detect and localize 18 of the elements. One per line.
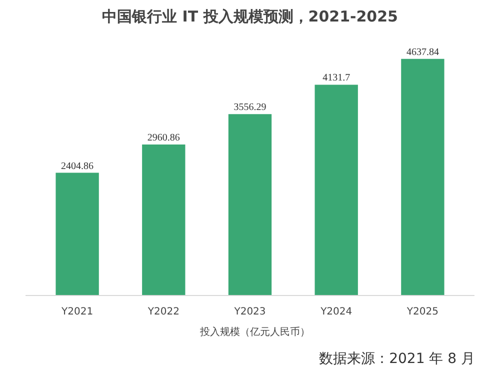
data-label: 4131.7 xyxy=(322,72,350,84)
bar xyxy=(314,84,358,296)
data-label: 3556.29 xyxy=(234,102,266,114)
chart-title: 中国银行业 IT 投入规模预测，2021-2025 xyxy=(102,8,398,26)
x-tick-label: Y2025 xyxy=(406,306,438,318)
x-tick-label: Y2022 xyxy=(146,306,180,318)
x-tick-label: Y2021 xyxy=(60,306,94,318)
source-note: 数据来源：2021 年 8 月 xyxy=(319,350,475,369)
data-label: 2404.86 xyxy=(61,160,94,172)
data-label: 2960.86 xyxy=(147,132,180,144)
bar xyxy=(142,144,186,296)
bar xyxy=(56,172,99,296)
bar xyxy=(228,114,272,296)
x-tick-label: Y2023 xyxy=(233,306,266,318)
data-label: 4637.84 xyxy=(406,46,439,58)
bar xyxy=(401,58,444,296)
text: 投入规模（亿元人民币） xyxy=(200,326,310,339)
x-tick-label: Y2024 xyxy=(320,306,352,318)
